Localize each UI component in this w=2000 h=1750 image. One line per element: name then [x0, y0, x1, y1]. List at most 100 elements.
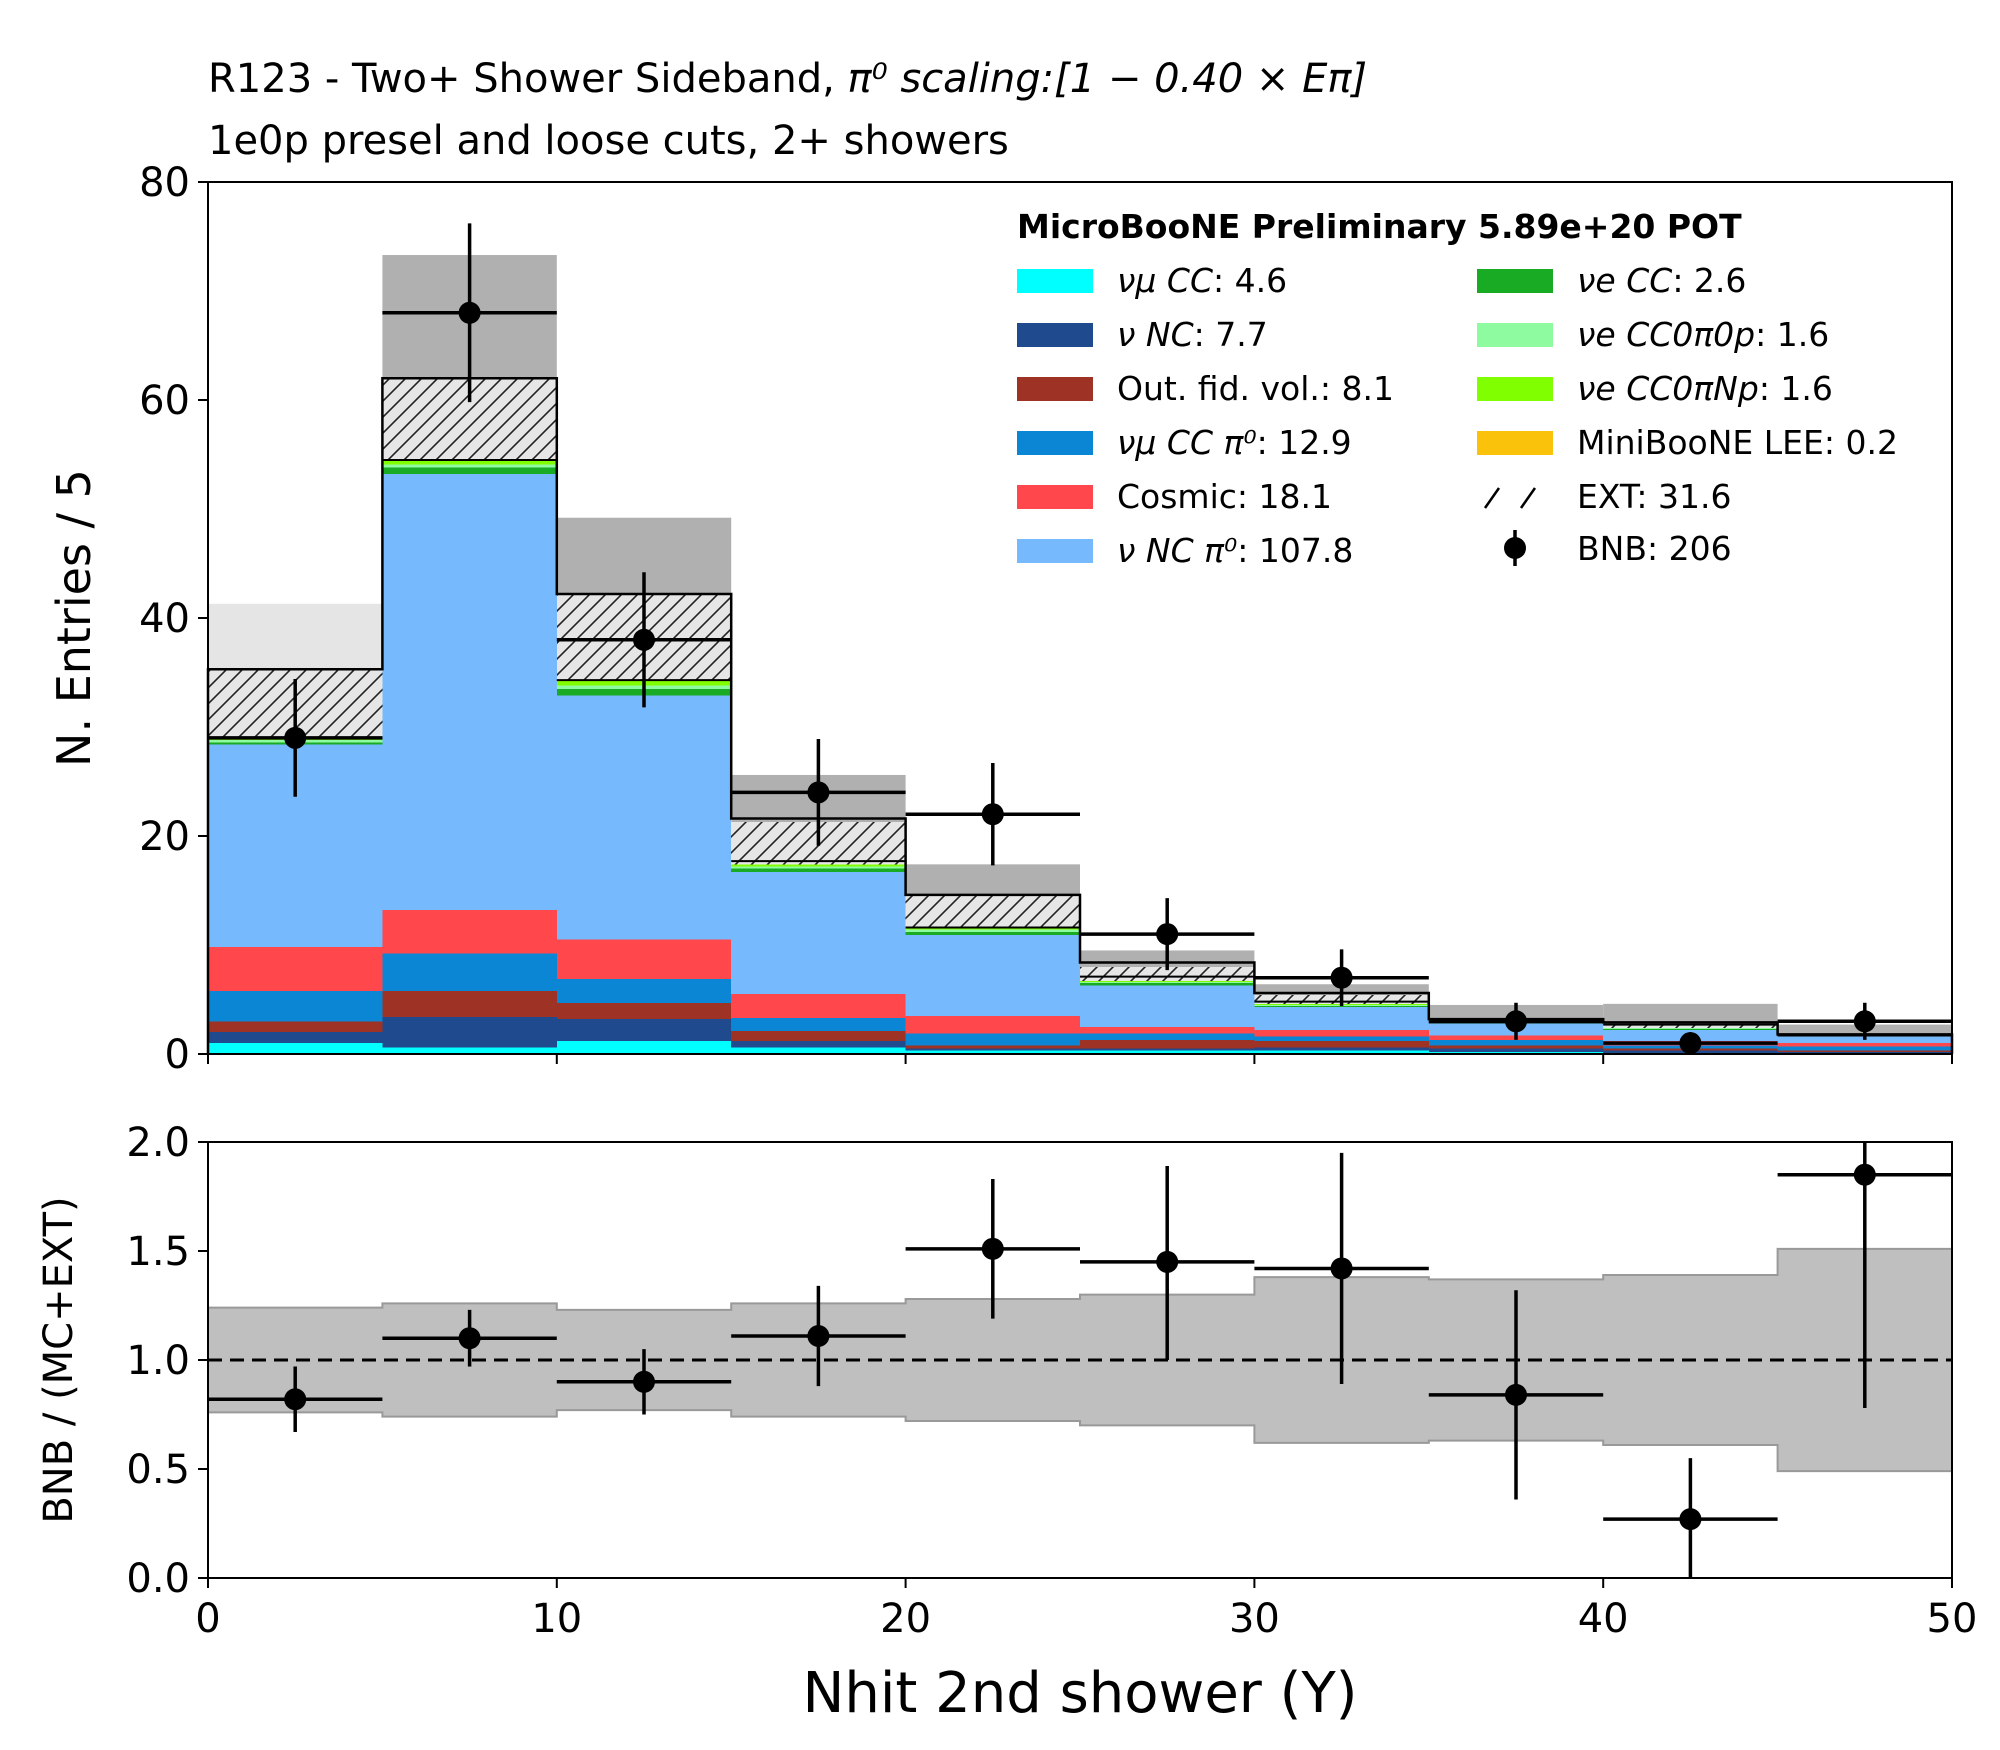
main-panel: 0 20 40 60 80 N. Entries / 5: [47, 160, 1954, 1078]
legend-swatch: [1477, 269, 1553, 293]
stack-bar--e-cc0-np: [382, 459, 557, 465]
legend-swatch: [1017, 539, 1093, 563]
ratio-point: [458, 1327, 481, 1350]
data-point: [458, 301, 481, 324]
stack-bar--e-cc0-0p: [1080, 982, 1255, 984]
stack-bar--e-cc: [382, 467, 557, 475]
legend-swatch: [1477, 431, 1553, 455]
stack-bar--cc-: [731, 1018, 906, 1032]
y-tick-label: 60: [139, 378, 190, 424]
legend-swatch: [1017, 485, 1093, 509]
stack-bar--nc: [1080, 1048, 1255, 1051]
ratio-band-lower-edge: [208, 1409, 1952, 1473]
legend-entry: Cosmic: 18.1: [1017, 477, 1332, 516]
x-tick-label: 50: [1927, 1596, 1978, 1642]
x-axis-label: Nhit 2nd shower (Y): [802, 1661, 1357, 1726]
stack-bar--e-cc0-np: [905, 927, 1080, 930]
y-tick-label: 40: [139, 596, 190, 642]
ratio-band-upper-edge: [208, 1247, 1952, 1311]
legend-entry: MiniBooNE LEE: 0.2: [1477, 423, 1898, 462]
legend-swatch: [1483, 487, 1537, 509]
chart-title-math: π⁰ scaling:[1 − 0.40 × Eπ]: [847, 56, 1368, 102]
legend-entry: ν NC: 7.7: [1017, 315, 1268, 354]
stack-bar--cc-: [208, 990, 383, 1022]
stack-bar-out-fid-vol-: [1254, 1040, 1429, 1048]
data-point: [284, 726, 307, 749]
data-point: [633, 628, 655, 651]
ratio-panel: 0.0 0.5 1.0 1.5 2.0 0 10 20 30 40 50 BNB / (MC+EXT)…: [36, 1120, 1977, 1726]
stack-bar-out-fid-vol-: [905, 1045, 1080, 1049]
stack-bar--cc: [905, 1050, 1080, 1054]
x-tick-label: 20: [880, 1596, 931, 1642]
stack-bar-out-fid-vol-: [208, 1021, 383, 1033]
stack-bar--cc: [1254, 1050, 1429, 1054]
stack-bar--e-cc0-0p: [1603, 1027, 1778, 1029]
stack-bar-out-fid-vol-: [556, 1002, 732, 1020]
stack-bar--nc-: [1080, 985, 1255, 1027]
stack-bar--cc-: [1428, 1039, 1604, 1046]
x-tick-label: 0: [195, 1596, 220, 1642]
stack-bar--nc: [382, 1016, 557, 1048]
stack-bar-out-fid-vol-: [1777, 1050, 1952, 1052]
stack-bar-out-fid-vol-: [1080, 1039, 1255, 1049]
stack-bar--nc-: [556, 695, 732, 940]
stack-bar--e-cc: [1254, 1006, 1429, 1008]
legend-swatch: [1017, 269, 1093, 293]
stack-bar--cc-: [556, 978, 732, 1003]
legend-label: Out. fid. vol.: 8.1: [1117, 369, 1394, 408]
ratio-point: [1156, 1250, 1179, 1273]
stack-bar--cc-: [1254, 1036, 1429, 1041]
ratio-point: [1330, 1257, 1353, 1280]
stack-bar--cc-: [382, 953, 557, 991]
stack-bar--nc-: [905, 935, 1080, 1016]
stack-bar-cosmic: [731, 994, 906, 1019]
y-tick-label: 80: [139, 160, 190, 206]
legend-label: νe CC0π0p: 1.6: [1577, 315, 1829, 354]
ratio-y-tick-label: 0.0: [126, 1556, 190, 1602]
legend-entry-bnb: BNB: 206: [1504, 529, 1732, 568]
stack-bar--e-cc0-0p: [382, 464, 557, 468]
stack-bar--nc: [1254, 1047, 1429, 1051]
ratio-point: [284, 1388, 307, 1411]
legend-swatch: [1017, 377, 1093, 401]
stack-bar--e-cc: [731, 868, 906, 872]
legend-entry: νe CC0πNp: 1.6: [1477, 369, 1833, 408]
stack-bar--e-cc: [1603, 1028, 1778, 1031]
stack-bar--nc-: [1254, 1007, 1429, 1031]
stack-bar-cosmic: [1254, 1030, 1429, 1037]
stack-bar-cosmic: [1080, 1026, 1255, 1034]
stack-bar--cc-: [1777, 1046, 1952, 1051]
ratio-y-tick-label: 0.5: [126, 1447, 190, 1493]
legend-data-marker: [1504, 537, 1526, 559]
legend-swatch: [1017, 323, 1093, 347]
stack-bar--e-cc: [905, 931, 1080, 936]
legend: MicroBooNE Preliminary 5.89e+20 POT νμ CC…: [1017, 207, 1898, 570]
stack-bar--nc-: [1777, 1036, 1952, 1044]
stack-bar--e-cc0-np: [1080, 980, 1255, 983]
x-tick-label: 30: [1229, 1596, 1280, 1642]
ratio-y-axis-label: BNB / (MC+EXT): [36, 1196, 82, 1523]
data-point: [981, 803, 1004, 826]
legend-label: νe CC0πNp: 1.6: [1577, 369, 1833, 408]
ratio-point: [633, 1370, 655, 1393]
legend-label: νe CC: 2.6: [1577, 261, 1746, 300]
legend-entry: EXT: 31.6: [1483, 477, 1732, 516]
ratio-y-tick-label: 1.0: [126, 1338, 190, 1384]
chart-subtitle: 1e0p presel and loose cuts, 2+ showers: [208, 118, 1009, 164]
data-point: [807, 781, 830, 804]
ratio-point: [1679, 1508, 1702, 1531]
ratio-point: [981, 1237, 1004, 1260]
stack-bar--nc: [731, 1040, 906, 1048]
legend-label: BNB: 206: [1577, 529, 1732, 568]
ratio-y-tick-label: 2.0: [126, 1120, 190, 1166]
stack-bar--nc-: [731, 871, 906, 995]
stack-bar-cosmic: [556, 939, 732, 979]
legend-swatch: [1477, 323, 1553, 347]
data-point: [1853, 1010, 1876, 1033]
legend-entry: νμ CC π⁰: 12.9: [1017, 423, 1352, 462]
stack-bar--nc: [905, 1048, 1080, 1051]
stack-bar--cc: [382, 1047, 557, 1054]
legend-entry: Out. fid. vol.: 8.1: [1017, 369, 1394, 408]
legend-label: EXT: 31.6: [1577, 477, 1732, 516]
